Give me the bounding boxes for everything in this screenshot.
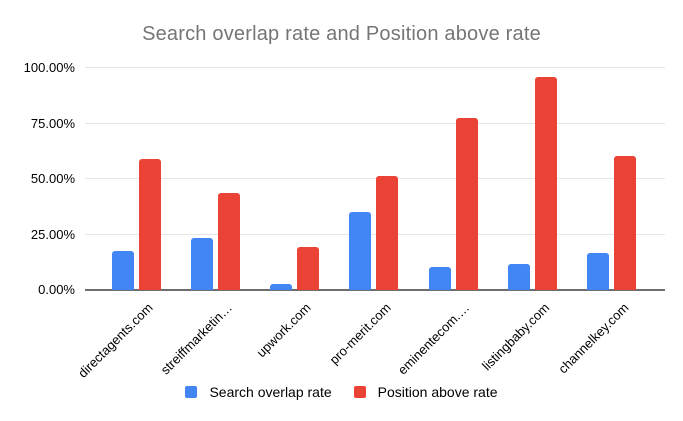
bar-search-overlap-rate: [507, 264, 530, 290]
gridline-75: [85, 122, 665, 124]
bar-position-above-rate: [614, 155, 636, 290]
legend-item-search-overlap-rate: Search overlap rate: [185, 384, 332, 400]
legend-label: Search overlap rate: [209, 384, 332, 400]
x-tick-label: listingbaby.com: [478, 300, 552, 374]
bar-search-overlap-rate: [190, 237, 213, 290]
bar-position-above-rate: [138, 159, 161, 290]
legend-swatch-red: [353, 386, 366, 398]
bar-position-above-rate: [534, 76, 557, 290]
y-tick-label: 100.00%: [23, 60, 75, 75]
bar-search-overlap-rate: [270, 284, 292, 290]
x-axis-labels: directagents.com streiffmarketin… upwork.c…: [75, 290, 665, 381]
bar-position-above-rate: [376, 175, 399, 290]
bar-position-above-rate: [217, 193, 240, 290]
y-tick-label: 50.00%: [30, 171, 75, 186]
gridline-25: [85, 233, 665, 235]
bar-search-overlap-rate: [111, 251, 134, 290]
x-tick-label: eminentecom.…: [395, 300, 473, 378]
x-tick-label: pro-merit.com: [326, 300, 394, 368]
y-tick-label: 75.00%: [30, 115, 75, 131]
y-axis-labels: 0.00% 25.00% 50.00% 75.00% 100.00%: [0, 61, 75, 297]
x-tick-label: streiffmarketin…: [157, 300, 235, 378]
plot-area: [85, 67, 665, 291]
legend-label: Position above rate: [377, 384, 498, 400]
gridline-50: [85, 178, 665, 179]
chart-title: Search overlap rate and Position above r…: [142, 23, 541, 45]
legend-swatch-blue: [185, 386, 198, 398]
gridline-100: [85, 67, 665, 68]
legend-item-position-above-rate: Position above rate: [353, 384, 498, 400]
bar-search-overlap-rate: [587, 253, 609, 290]
y-tick-label: 0.00%: [38, 282, 75, 297]
x-tick-label: channelkey.com: [554, 300, 632, 377]
x-axis-line: [85, 289, 665, 291]
bar-position-above-rate: [297, 246, 319, 290]
bar-position-above-rate: [455, 117, 478, 290]
x-tick-label: directagents.com: [74, 300, 156, 381]
chart-legend: Search overlap rate Position above rate: [0, 384, 683, 400]
bar-search-overlap-rate: [349, 212, 372, 290]
bar-search-overlap-rate: [428, 266, 451, 290]
x-tick-label: upwork.com: [253, 300, 315, 361]
y-tick-label: 25.00%: [30, 226, 75, 242]
